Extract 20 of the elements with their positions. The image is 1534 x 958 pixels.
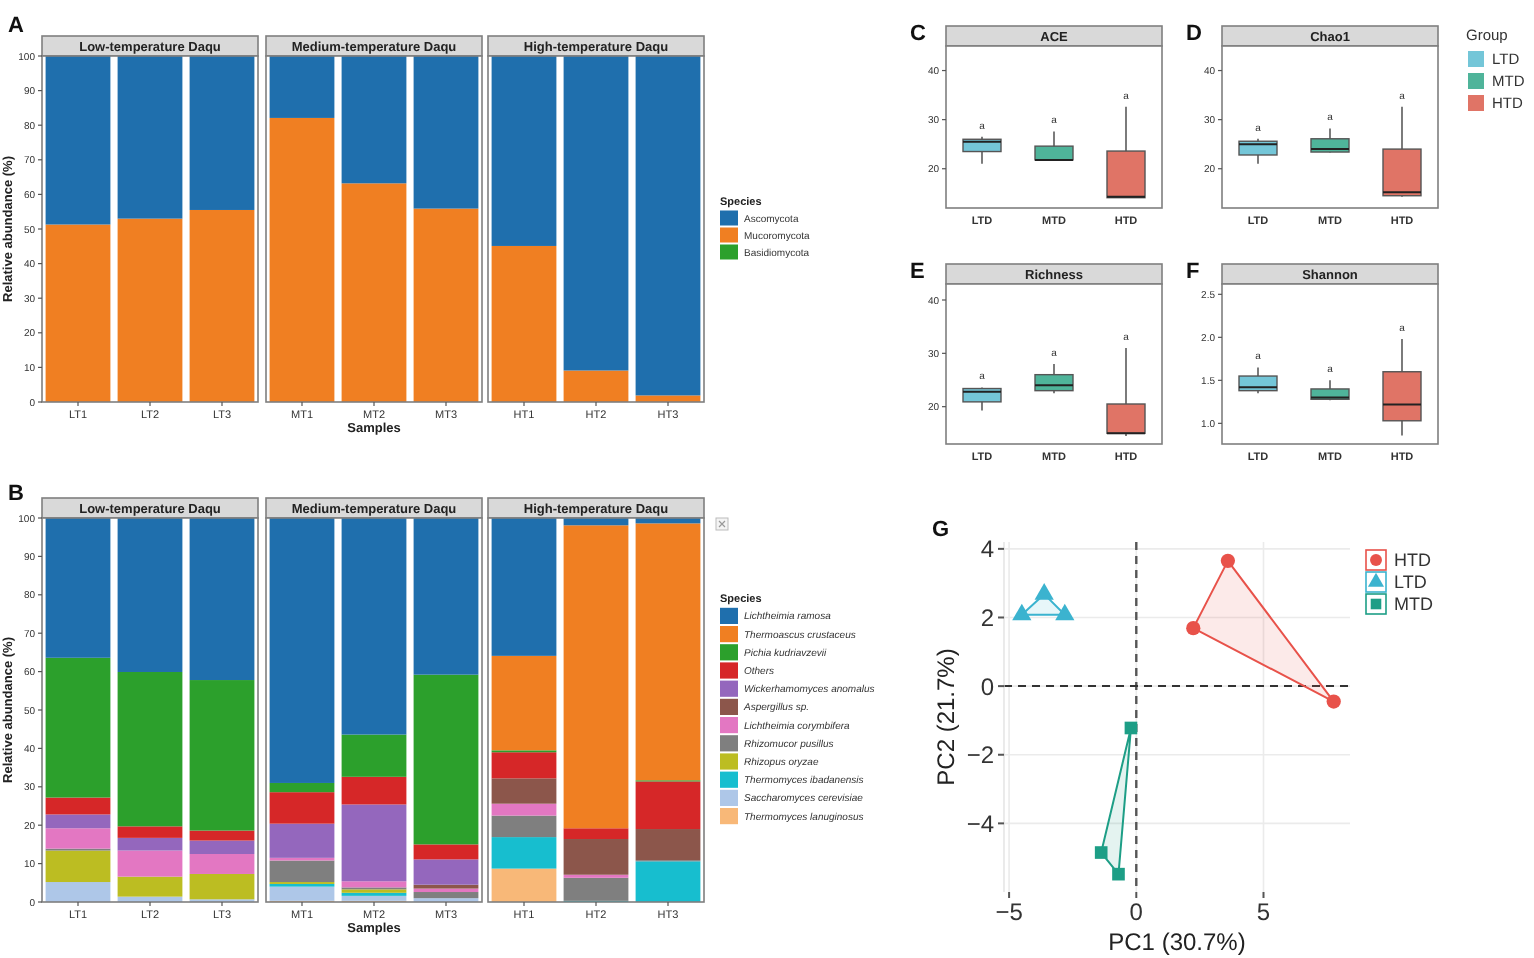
text: D bbox=[1186, 22, 1202, 46]
text: E bbox=[910, 260, 925, 284]
y-tick-label: 0 bbox=[980, 672, 995, 701]
x-axis-title: PC1 (30.7%) bbox=[1108, 928, 1246, 956]
y-tick-label: −4 bbox=[966, 809, 995, 838]
x-tick-label: −5 bbox=[995, 898, 1024, 926]
legend-label: HTD bbox=[1394, 550, 1432, 571]
y-tick-label: −2 bbox=[966, 741, 995, 770]
text: A bbox=[8, 14, 24, 38]
text: C bbox=[910, 22, 926, 46]
y-axis-title: PC2 (21.7%) bbox=[932, 648, 960, 786]
y-tick-label: 4 bbox=[980, 535, 995, 564]
x-tick-label: 5 bbox=[1256, 898, 1271, 926]
legend-label: MTD bbox=[1394, 594, 1434, 615]
text: G bbox=[932, 518, 950, 542]
text: F bbox=[1186, 260, 1200, 284]
text: B bbox=[8, 482, 24, 506]
x-tick-label: 0 bbox=[1129, 898, 1144, 926]
y-tick-label: 2 bbox=[980, 603, 995, 632]
legend-label: LTD bbox=[1394, 572, 1428, 593]
